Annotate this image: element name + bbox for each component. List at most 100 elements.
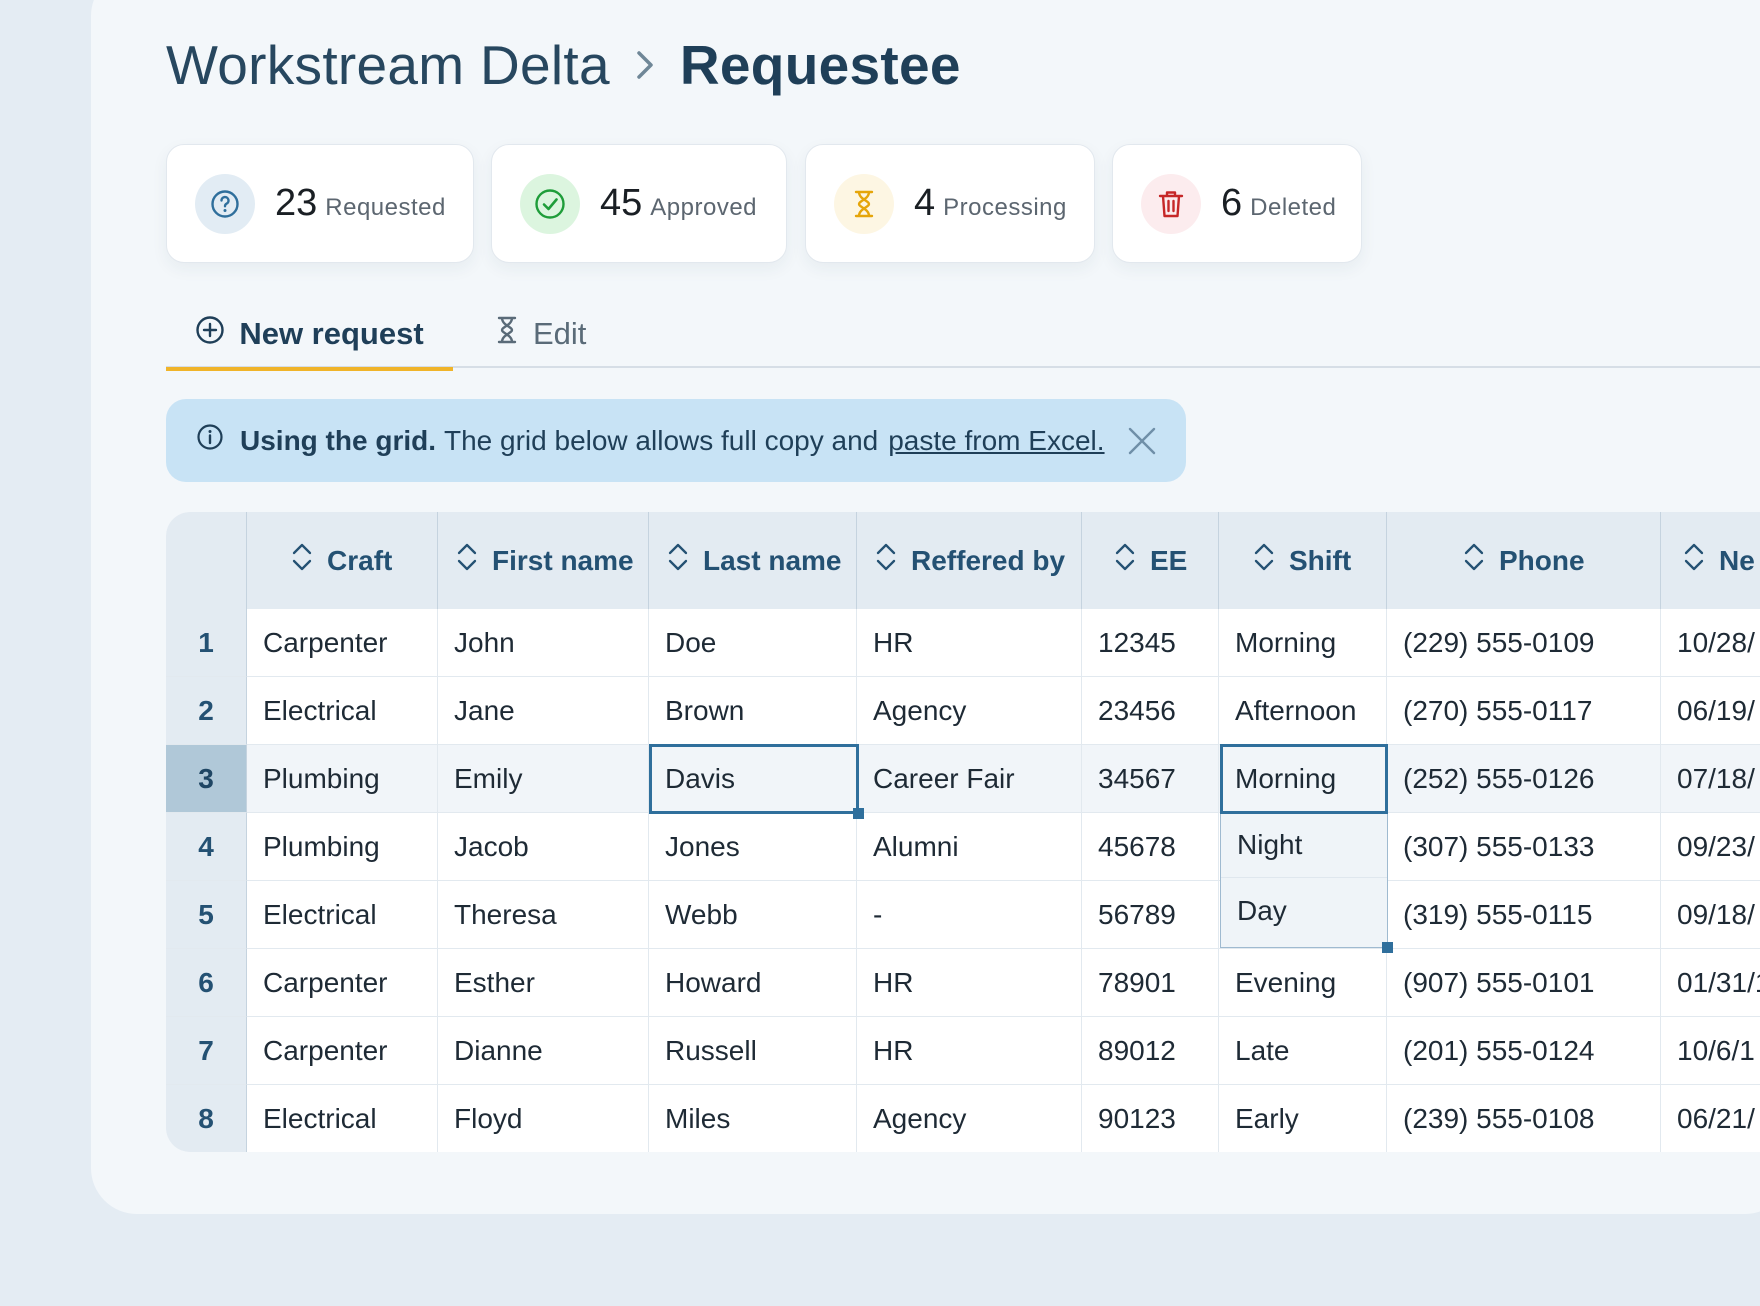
column-header-referred-by[interactable]: Reffered by (857, 512, 1082, 609)
stat-count: 4 (914, 182, 936, 224)
cell-last-name[interactable]: Russell (649, 1017, 857, 1085)
dropdown-option-day[interactable]: Day (1237, 895, 1287, 926)
cell-phone[interactable]: (307) 555-0133 (1387, 813, 1661, 881)
sort-icon[interactable] (1253, 542, 1289, 579)
cell-shift[interactable]: Morning (1219, 609, 1387, 677)
column-header-ee[interactable]: EE (1082, 512, 1219, 609)
cell-next[interactable]: 10/28/ (1661, 609, 1760, 677)
dropdown-option-night[interactable]: Night (1221, 812, 1387, 878)
cell-shift[interactable]: Morning (1219, 745, 1387, 813)
fill-handle[interactable] (1382, 942, 1393, 953)
cell-ee[interactable]: 34567 (1082, 745, 1219, 813)
cell-last-name[interactable]: Miles (649, 1085, 857, 1152)
cell-phone[interactable]: (319) 555-0115 (1387, 881, 1661, 949)
cell-referred-by[interactable]: Agency (857, 1085, 1082, 1152)
cell-shift[interactable]: Early (1219, 1085, 1387, 1152)
cell-first-name[interactable]: Esther (438, 949, 649, 1017)
cell-phone[interactable]: (270) 555-0117 (1387, 677, 1661, 745)
sort-icon[interactable] (1114, 542, 1150, 579)
cell-next[interactable]: 09/18/ (1661, 881, 1760, 949)
paste-from-excel-link[interactable]: paste from Excel. (888, 424, 1105, 456)
cell-first-name[interactable]: Dianne (438, 1017, 649, 1085)
row-number-header (166, 512, 247, 609)
cell-craft[interactable]: Plumbing (247, 813, 438, 881)
page-title: Requestee (679, 34, 961, 96)
sort-icon[interactable] (456, 542, 492, 579)
cell-craft[interactable]: Carpenter (247, 1017, 438, 1085)
trash-icon (1141, 173, 1201, 234)
cell-shift[interactable]: Afternoon (1219, 677, 1387, 745)
cell-first-name[interactable]: Theresa (438, 881, 649, 949)
cell-last-name[interactable]: Doe (649, 609, 857, 677)
cell-craft[interactable]: Carpenter (247, 949, 438, 1017)
cell-first-name[interactable]: John (438, 609, 649, 677)
stat-card-approved[interactable]: 45 Approved (491, 144, 787, 263)
stat-card-processing[interactable]: 4 Processing (805, 144, 1095, 263)
sort-icon[interactable] (667, 542, 703, 579)
cell-referred-by[interactable]: Career Fair (857, 745, 1082, 813)
tab-edit[interactable]: Edit (483, 300, 623, 368)
sort-icon[interactable] (291, 542, 327, 579)
column-header-phone[interactable]: Phone (1387, 512, 1661, 609)
breadcrumb-parent[interactable]: Workstream Delta (166, 34, 610, 96)
cell-phone[interactable]: (907) 555-0101 (1387, 949, 1661, 1017)
close-icon[interactable] (1124, 423, 1160, 459)
cell-phone[interactable]: (252) 555-0126 (1387, 745, 1661, 813)
tab-new-request[interactable]: New request (166, 300, 453, 371)
cell-next[interactable]: 06/21/ (1661, 1085, 1760, 1152)
cell-craft[interactable]: Carpenter (247, 609, 438, 677)
cell-shift[interactable]: Late (1219, 1017, 1387, 1085)
cell-first-name[interactable]: Floyd (438, 1085, 649, 1152)
column-header-last-name[interactable]: Last name (649, 512, 857, 609)
cell-ee[interactable]: 90123 (1082, 1085, 1219, 1152)
cell-referred-by[interactable]: Agency (857, 677, 1082, 745)
cell-referred-by[interactable]: HR (857, 609, 1082, 677)
sort-icon[interactable] (1463, 542, 1499, 579)
cell-last-name[interactable]: Webb (649, 881, 857, 949)
cell-ee[interactable]: 23456 (1082, 677, 1219, 745)
sort-icon[interactable] (875, 542, 911, 579)
cell-referred-by[interactable]: HR (857, 949, 1082, 1017)
column-header-craft[interactable]: Craft (247, 512, 438, 609)
cell-next[interactable]: 09/23/ (1661, 813, 1760, 881)
cell-first-name[interactable]: Jane (438, 677, 649, 745)
cell-phone[interactable]: (229) 555-0109 (1387, 609, 1661, 677)
cell-ee[interactable]: 89012 (1082, 1017, 1219, 1085)
cell-craft[interactable]: Plumbing (247, 745, 438, 813)
cell-referred-by[interactable]: HR (857, 1017, 1082, 1085)
column-label: First name (492, 544, 634, 576)
cell-ee[interactable]: 78901 (1082, 949, 1219, 1017)
fill-handle[interactable] (853, 808, 864, 819)
cell-last-name[interactable]: Brown (649, 677, 857, 745)
cell-first-name[interactable]: Jacob (438, 813, 649, 881)
table-row: 7 Carpenter Dianne Russell HR 89012 Late (201) … (166, 1017, 1760, 1085)
stat-card-deleted[interactable]: 6 Deleted (1112, 144, 1362, 263)
cell-craft[interactable]: Electrical (247, 881, 438, 949)
column-label: Ne (1719, 544, 1755, 576)
column-header-shift[interactable]: Shift (1219, 512, 1387, 609)
cell-last-name[interactable]: Jones (649, 813, 857, 881)
cell-ee[interactable]: 45678 (1082, 813, 1219, 881)
cell-first-name[interactable]: Emily (438, 745, 649, 813)
cell-next[interactable]: 01/31/1 (1661, 949, 1760, 1017)
cell-craft[interactable]: Electrical (247, 1085, 438, 1152)
table-row: 4 Plumbing Jacob Jones Alumni 45678 (307) 555-… (166, 813, 1760, 881)
tab-label: Edit (533, 316, 587, 351)
cell-ee[interactable]: 56789 (1082, 881, 1219, 949)
cell-next[interactable]: 06/19/ (1661, 677, 1760, 745)
cell-referred-by[interactable]: - (857, 881, 1082, 949)
cell-next[interactable]: 10/6/1 (1661, 1017, 1760, 1085)
cell-phone[interactable]: (239) 555-0108 (1387, 1085, 1661, 1152)
column-header-first-name[interactable]: First name (438, 512, 649, 609)
cell-referred-by[interactable]: Alumni (857, 813, 1082, 881)
column-header-next[interactable]: Ne (1661, 512, 1760, 609)
cell-craft[interactable]: Electrical (247, 677, 438, 745)
cell-ee[interactable]: 12345 (1082, 609, 1219, 677)
cell-phone[interactable]: (201) 555-0124 (1387, 1017, 1661, 1085)
cell-last-name[interactable]: Howard (649, 949, 857, 1017)
sort-icon[interactable] (1683, 542, 1719, 579)
stat-card-requested[interactable]: 23 Requested (166, 144, 474, 263)
cell-next[interactable]: 07/18/ (1661, 745, 1760, 813)
cell-last-name[interactable]: Davis (649, 745, 857, 813)
cell-shift[interactable]: Evening (1219, 949, 1387, 1017)
